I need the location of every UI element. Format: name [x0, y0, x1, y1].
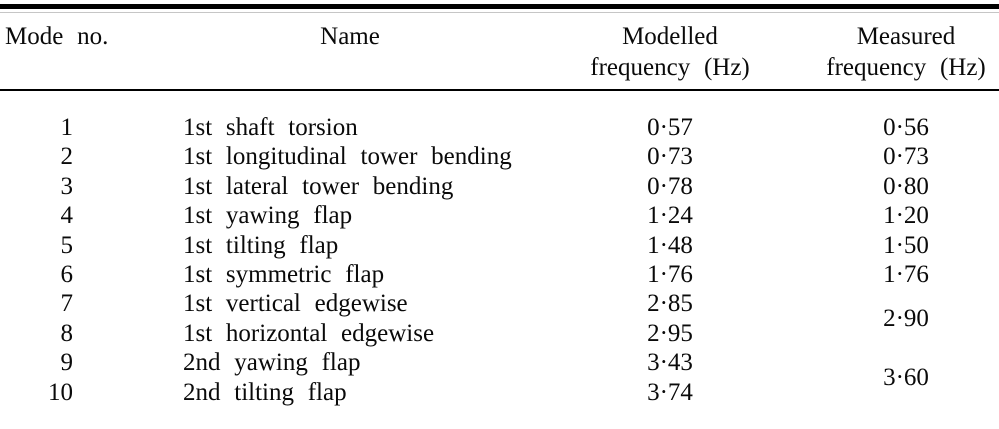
modelled-cell: 3·74	[647, 378, 693, 406]
measured-cell-merged: 2·90	[883, 305, 929, 333]
mode-cell: 9	[60, 349, 74, 377]
table-row: 6 1st symmetric flap 1·76 1·76	[0, 260, 999, 289]
mode-cell: 1	[60, 114, 74, 141]
col-header-measured-line2: frequency (Hz)	[826, 54, 986, 81]
measured-cell: 0·56	[883, 114, 929, 141]
name-cell: 1st yawing flap	[183, 202, 353, 230]
table-row: 10 2nd tilting flap 3·74	[0, 378, 999, 407]
measured-cell: 1·50	[883, 231, 929, 259]
measured-cell: 1·20	[883, 202, 929, 230]
name-cell: 2nd tilting flap	[183, 378, 347, 406]
modelled-cell: 0·78	[647, 172, 693, 200]
name-cell: 1st shaft torsion	[183, 114, 358, 141]
mode-cell: 7	[60, 290, 74, 318]
col-header-modelled-line2: frequency (Hz)	[590, 54, 750, 81]
table-row: 1 1st shaft torsion 0·57 0·56	[0, 90, 999, 142]
name-cell: 1st lateral tower bending	[183, 172, 454, 200]
table-row: 4 1st yawing flap 1·24 1·20	[0, 201, 999, 230]
modes-frequency-table: Mode no. Name Modelled frequency (Hz) Me…	[0, 13, 999, 407]
table-header: Mode no. Name Modelled frequency (Hz) Me…	[0, 13, 999, 91]
measured-cell: 0·80	[883, 172, 929, 200]
col-header-modelled-frequency: Modelled frequency (Hz)	[555, 13, 785, 91]
modelled-cell: 0·57	[647, 114, 693, 141]
mode-cell: 3	[60, 172, 74, 200]
modelled-cell: 0·73	[647, 143, 693, 171]
mode-cell: 2	[60, 143, 74, 171]
modelled-cell: 3·43	[647, 349, 693, 377]
table-top-rule-shadow	[0, 12, 999, 13]
mode-cell: 4	[60, 202, 74, 230]
mode-cell: 10	[48, 378, 73, 406]
table-row: 9 2nd yawing flap 3·43 3·60	[0, 348, 999, 391]
col-header-name: Name	[115, 13, 555, 91]
mode-cell: 8	[60, 319, 74, 347]
table-row: 3 1st lateral tower bending 0·78 0·80	[0, 172, 999, 201]
modelled-cell: 1·48	[647, 231, 693, 259]
measured-cell-merged: 3·60	[883, 363, 929, 391]
modelled-cell: 1·24	[647, 202, 693, 230]
modelled-cell: 2·95	[647, 319, 693, 347]
measured-cell: 0·73	[883, 143, 929, 171]
table-body: 1 1st shaft torsion 0·57 0·56 2 1st long…	[0, 90, 999, 407]
name-cell: 1st horizontal edgewise	[183, 319, 435, 347]
col-header-measured-line1: Measured	[856, 23, 956, 50]
header-row: Mode no. Name Modelled frequency (Hz) Me…	[0, 13, 999, 91]
modelled-cell: 1·76	[647, 261, 693, 289]
table-top-rule	[0, 4, 999, 9]
col-header-mode-no: Mode no.	[0, 13, 115, 91]
mode-cell: 6	[60, 261, 74, 289]
table-row: 7 1st vertical edgewise 2·85 2·90	[0, 289, 999, 332]
name-cell: 2nd yawing flap	[183, 349, 361, 377]
col-header-modelled-line1: Modelled	[622, 23, 718, 50]
mode-cell: 5	[60, 231, 74, 259]
modelled-cell: 2·85	[647, 290, 693, 318]
table-row: 8 1st horizontal edgewise 2·95	[0, 319, 999, 348]
name-cell: 1st longitudinal tower bending	[183, 143, 512, 171]
measured-cell: 1·76	[883, 261, 929, 289]
col-header-measured-frequency: Measured frequency (Hz)	[785, 13, 999, 91]
name-cell: 1st tilting flap	[183, 231, 339, 259]
name-cell: 1st symmetric flap	[183, 261, 385, 289]
name-cell: 1st vertical edgewise	[183, 290, 408, 318]
table-row: 5 1st tilting flap 1·48 1·50	[0, 231, 999, 260]
table-row: 2 1st longitudinal tower bending 0·73 0·…	[0, 142, 999, 171]
